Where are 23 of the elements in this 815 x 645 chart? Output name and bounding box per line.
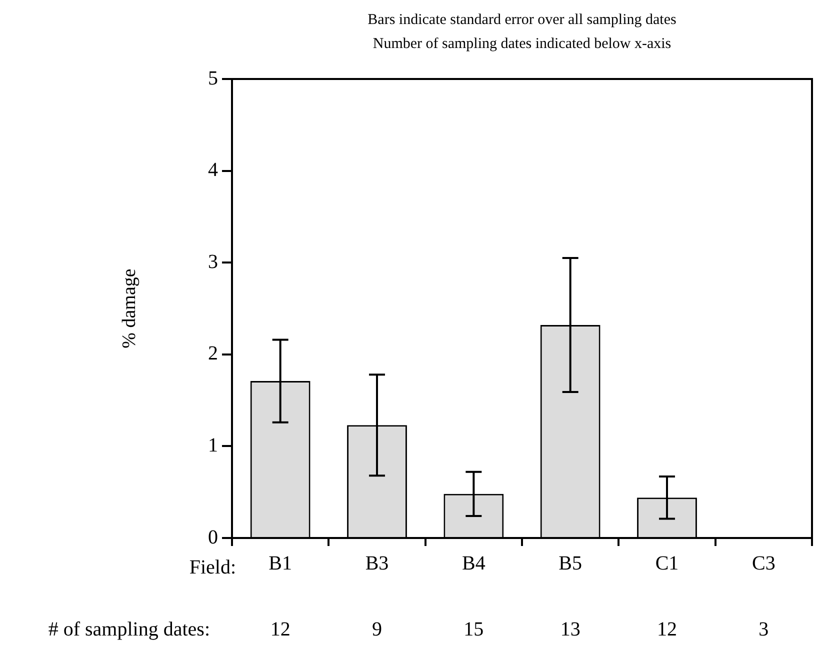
y-tick-label: 0 [208,526,218,548]
y-axis-title: % damage [118,268,140,348]
x-tick-label: C3 [752,552,776,574]
chart-subtitle: Number of sampling dates indicated below x-axis [372,36,672,52]
chart-title: Bars indicate standard error over all sampling dates [368,12,676,28]
y-tick-label: 2 [208,342,218,365]
x-tick-label: B5 [558,552,582,574]
y-tick-label: 3 [208,250,218,273]
text: 3 [758,618,769,640]
text: # of sampling dates: [48,618,210,640]
y-tick-label: 1 [208,434,218,456]
x-tick-label: C1 [655,552,679,574]
text: 15 [464,618,484,640]
x-axis-title: Field: [189,556,236,578]
x-tick-label: B3 [365,552,389,574]
y-tick-label: 5 [208,67,218,90]
x-tick-label: B4 [462,552,486,574]
x-tick-label: B1 [268,552,292,574]
text: 13 [560,618,580,640]
text: 12 [270,618,290,640]
text: 9 [372,618,382,640]
y-tick-label: 4 [208,159,218,182]
text: 12 [657,618,677,640]
